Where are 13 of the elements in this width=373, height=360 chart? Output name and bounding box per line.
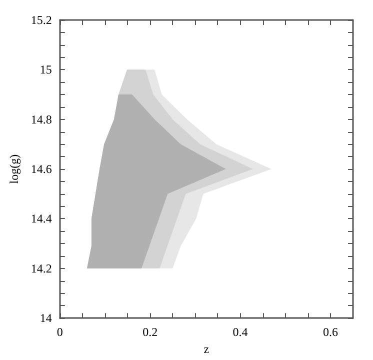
x-tick-label: 0.6 [322,325,338,340]
y-tick-label: 14.4 [30,212,52,226]
y-tick-label: 15.2 [30,13,52,27]
x-axis-title: z [204,342,210,356]
y-axis-title: log(g) [7,154,21,184]
x-tick-label: 0 [56,325,63,340]
y-tick-label: 14 [40,311,52,326]
y-tick-label: 14.2 [30,261,52,276]
y-tick-label: 14.8 [30,112,52,126]
x-tick-label: 0.4 [232,325,248,340]
y-tick-label: 14.6 [30,162,52,176]
y-tick-label: 15 [40,62,52,77]
x-tick-label: 0.2 [142,325,158,340]
